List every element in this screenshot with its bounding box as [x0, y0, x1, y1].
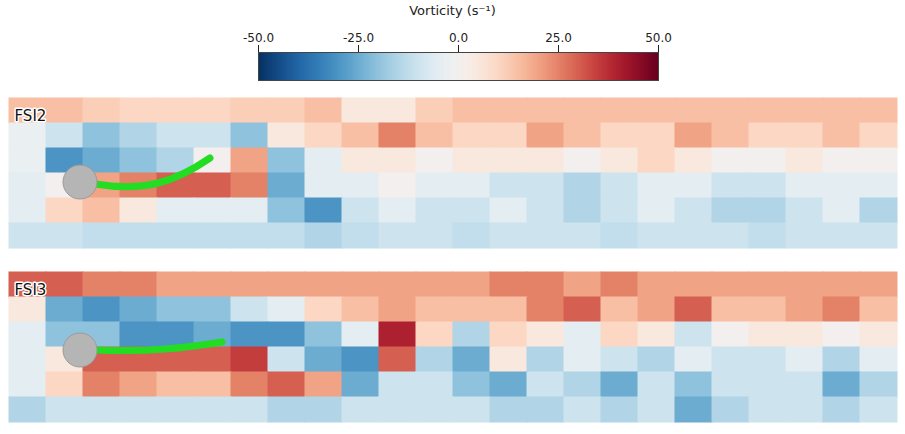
- svg-text:FSI2: FSI2: [15, 107, 47, 125]
- svg-text:-25.0: -25.0: [343, 31, 374, 45]
- svg-text:0.0: 0.0: [449, 31, 468, 45]
- svg-text:25.0: 25.0: [545, 31, 572, 45]
- html-text:Vorticity (s⁻¹): Vorticity (s⁻¹): [409, 3, 496, 18]
- svg-text:-50.0: -50.0: [243, 31, 274, 45]
- svg-text:FSI3: FSI3: [15, 281, 47, 299]
- svg-text:50.0: 50.0: [645, 31, 672, 45]
